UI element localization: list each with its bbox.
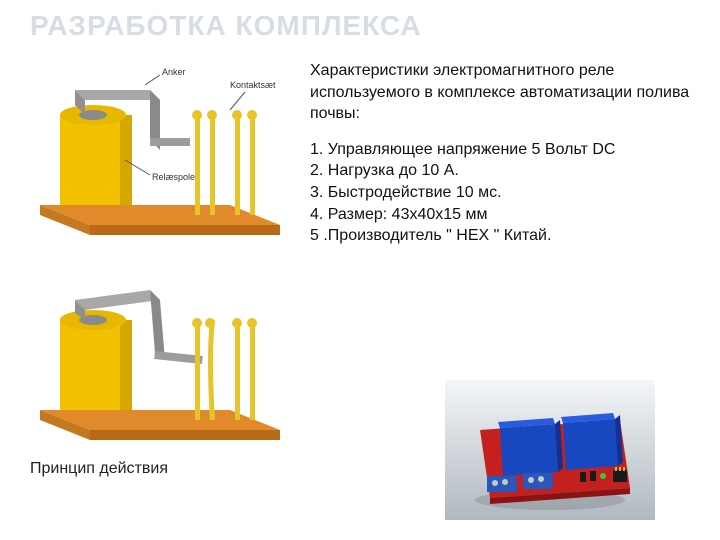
label-kontakt: Kontaktsæt [230,80,276,90]
description-text: Характеристики электромагнитного реле ис… [310,60,690,125]
diagram-column: Anker Kontaktsæt Relæspole [30,60,290,470]
title-text: РАЗРАБОТКА КОМПЛЕКСА [30,10,422,41]
spec-list: 1. Управляющее напряжение 5 Вольт DC 2. … [310,139,690,247]
spec-item: 5 .Производитель " HEX " Китай. [310,225,690,247]
spec-item: 3. Быстродействие 10 мс. [310,182,690,204]
spec-item: 1. Управляющее напряжение 5 Вольт DC [310,139,690,161]
relay-diagram-closed [30,265,290,445]
spec-item: 2. Нагрузка до 10 А. [310,160,690,182]
diagram-caption: Принцип действия [30,460,168,478]
spec-item: 4. Размер: 43х40х15 мм [310,204,690,226]
slide-title: РАЗРАБОТКА КОМПЛЕКСА [30,10,422,42]
label-anker: Anker [162,67,186,77]
text-column: Характеристики электромагнитного реле ис… [310,60,690,247]
relay-module-photo [445,380,655,520]
relay-diagram-open: Anker Kontaktsæt Relæspole [30,60,290,240]
label-spole: Relæspole [152,172,195,182]
